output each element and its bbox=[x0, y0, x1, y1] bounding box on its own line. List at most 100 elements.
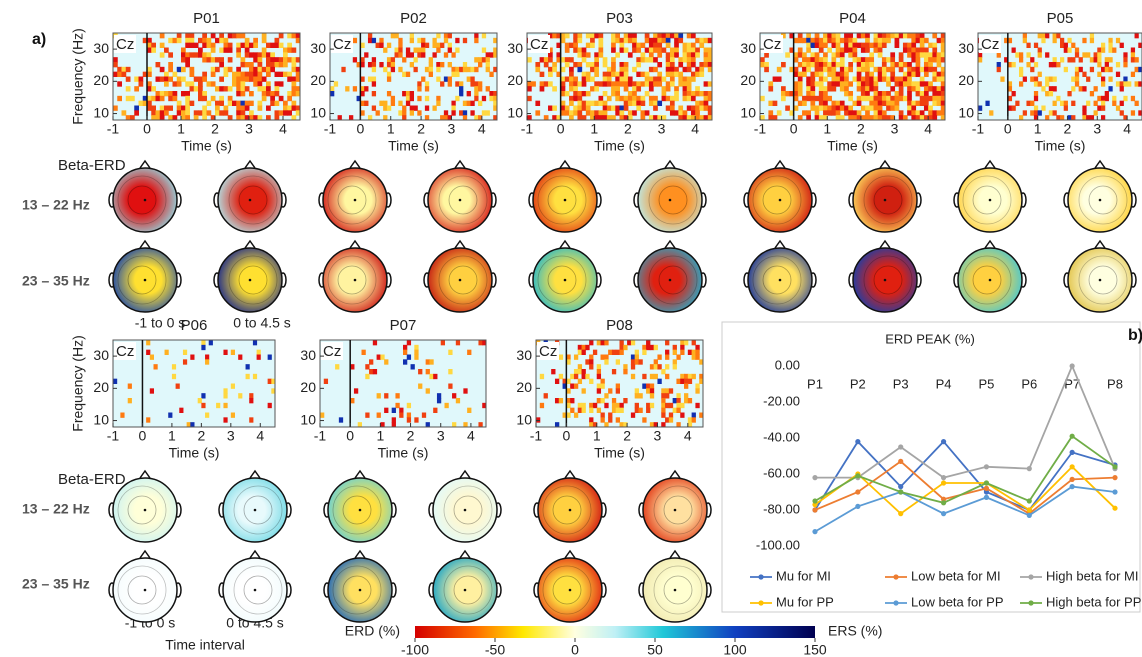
heatmap-cell bbox=[831, 81, 836, 86]
heatmap-cell bbox=[207, 110, 212, 115]
y-tick-label: 10 bbox=[740, 104, 756, 120]
heatmap-cell bbox=[436, 77, 440, 82]
heatmap-cell bbox=[1053, 101, 1057, 106]
heatmap-cell bbox=[678, 62, 683, 67]
row-label: 23 – 35 Hz bbox=[22, 576, 90, 592]
heatmap-cell bbox=[836, 106, 841, 111]
heatmap-cell bbox=[1053, 38, 1057, 43]
x-tick-label: 0 bbox=[1004, 121, 1012, 137]
heatmap-cell bbox=[1064, 43, 1068, 48]
heatmap-cell bbox=[1030, 67, 1034, 72]
heatmap-cell bbox=[1026, 43, 1030, 48]
heatmap-cell bbox=[802, 72, 807, 77]
heatmap-cell bbox=[604, 393, 608, 398]
heatmap-cell bbox=[425, 43, 429, 48]
heatmap-cell bbox=[486, 86, 490, 91]
heatmap-cell bbox=[241, 57, 246, 62]
heatmap-cell bbox=[202, 106, 207, 111]
heatmap-cell bbox=[673, 398, 677, 403]
heatmap-cell bbox=[869, 101, 874, 106]
legend-marker bbox=[758, 600, 763, 605]
heatmap-cell bbox=[582, 77, 587, 82]
heatmap-cell bbox=[417, 86, 421, 91]
heatmap-cell bbox=[836, 48, 841, 53]
head-nose bbox=[140, 471, 150, 478]
heatmap-cell bbox=[573, 33, 578, 38]
heatmap-cell bbox=[1094, 86, 1098, 91]
heatmap-cell bbox=[287, 72, 292, 77]
heatmap-cell bbox=[164, 91, 169, 96]
heatmap-cell bbox=[666, 33, 671, 38]
heatmap-cell bbox=[253, 340, 257, 345]
x-tick-label: 3 bbox=[448, 121, 456, 137]
point bbox=[1112, 475, 1117, 480]
heatmap-cell bbox=[603, 106, 608, 111]
heatmap-cell bbox=[665, 364, 669, 369]
heatmap-cell bbox=[266, 86, 271, 91]
heatmap-cell bbox=[590, 62, 595, 67]
heatmap-cell bbox=[674, 110, 679, 115]
heatmap-cell bbox=[638, 408, 642, 413]
heatmap-cell bbox=[266, 67, 271, 72]
heatmap-cell bbox=[615, 106, 620, 111]
heatmap-cell bbox=[198, 96, 203, 101]
heatmap-cell bbox=[402, 110, 406, 115]
heatmap-cell bbox=[601, 379, 605, 384]
heatmap-cell bbox=[270, 91, 275, 96]
heatmap-cell bbox=[937, 52, 942, 57]
legend-marker bbox=[1028, 600, 1033, 605]
heatmap-cell bbox=[620, 62, 625, 67]
heatmap-cell bbox=[861, 62, 866, 67]
heatmap-cell bbox=[219, 110, 224, 115]
heatmap-cell bbox=[687, 52, 692, 57]
heatmap-cell bbox=[372, 67, 376, 72]
heatmap-cell bbox=[695, 388, 699, 393]
heatmap-cell bbox=[861, 43, 866, 48]
heatmap-cell bbox=[1015, 101, 1019, 106]
heatmap-cell bbox=[190, 101, 195, 106]
head-nose bbox=[560, 161, 570, 168]
heatmap-cell bbox=[414, 417, 418, 422]
heatmap-cell bbox=[882, 91, 887, 96]
heatmap-cell bbox=[268, 355, 272, 360]
heatmap-cell bbox=[869, 43, 874, 48]
head-nose bbox=[560, 241, 570, 248]
heatmap-cell bbox=[376, 43, 380, 48]
heatmap-cell bbox=[597, 364, 601, 369]
heatmap-cell bbox=[198, 52, 203, 57]
heatmap-cell bbox=[573, 86, 578, 91]
heatmap-cell bbox=[228, 57, 233, 62]
heatmap-cell bbox=[451, 67, 455, 72]
row-label: 13 – 22 Hz bbox=[22, 501, 90, 517]
heatmap-cell bbox=[455, 67, 459, 72]
heatmap-cell bbox=[695, 350, 699, 355]
heatmap-cell bbox=[582, 374, 586, 379]
heatmap-cell bbox=[620, 345, 624, 350]
heatmap-cell bbox=[604, 355, 608, 360]
heatmap-cell bbox=[223, 388, 227, 393]
heatmap-cell bbox=[632, 96, 637, 101]
electrode bbox=[144, 279, 147, 282]
heatmap-cell bbox=[678, 110, 683, 115]
heatmap-cell bbox=[160, 77, 165, 82]
heatmap-cell bbox=[474, 33, 478, 38]
heatmap-cell bbox=[903, 72, 908, 77]
heatmap-cell bbox=[154, 364, 158, 369]
heatmap-cell bbox=[907, 91, 912, 96]
heatmap-cell bbox=[287, 48, 292, 53]
heatmap-cell bbox=[573, 43, 578, 48]
heatmap-cell bbox=[661, 388, 665, 393]
heatmap-cell bbox=[861, 48, 866, 53]
heatmap-cell bbox=[840, 101, 845, 106]
heatmap-cell bbox=[844, 43, 849, 48]
heatmap-cell bbox=[844, 33, 849, 38]
heatmap-cell bbox=[292, 91, 297, 96]
legend-label: High beta for MI bbox=[1046, 568, 1139, 583]
y-tick-label: 10 bbox=[958, 104, 974, 120]
heatmap-cell bbox=[540, 403, 544, 408]
heatmap-cell bbox=[857, 33, 862, 38]
heatmap-cell bbox=[582, 388, 586, 393]
heatmap-cell bbox=[911, 43, 916, 48]
heatmap-cell bbox=[848, 52, 853, 57]
heatmap-cell bbox=[620, 81, 625, 86]
